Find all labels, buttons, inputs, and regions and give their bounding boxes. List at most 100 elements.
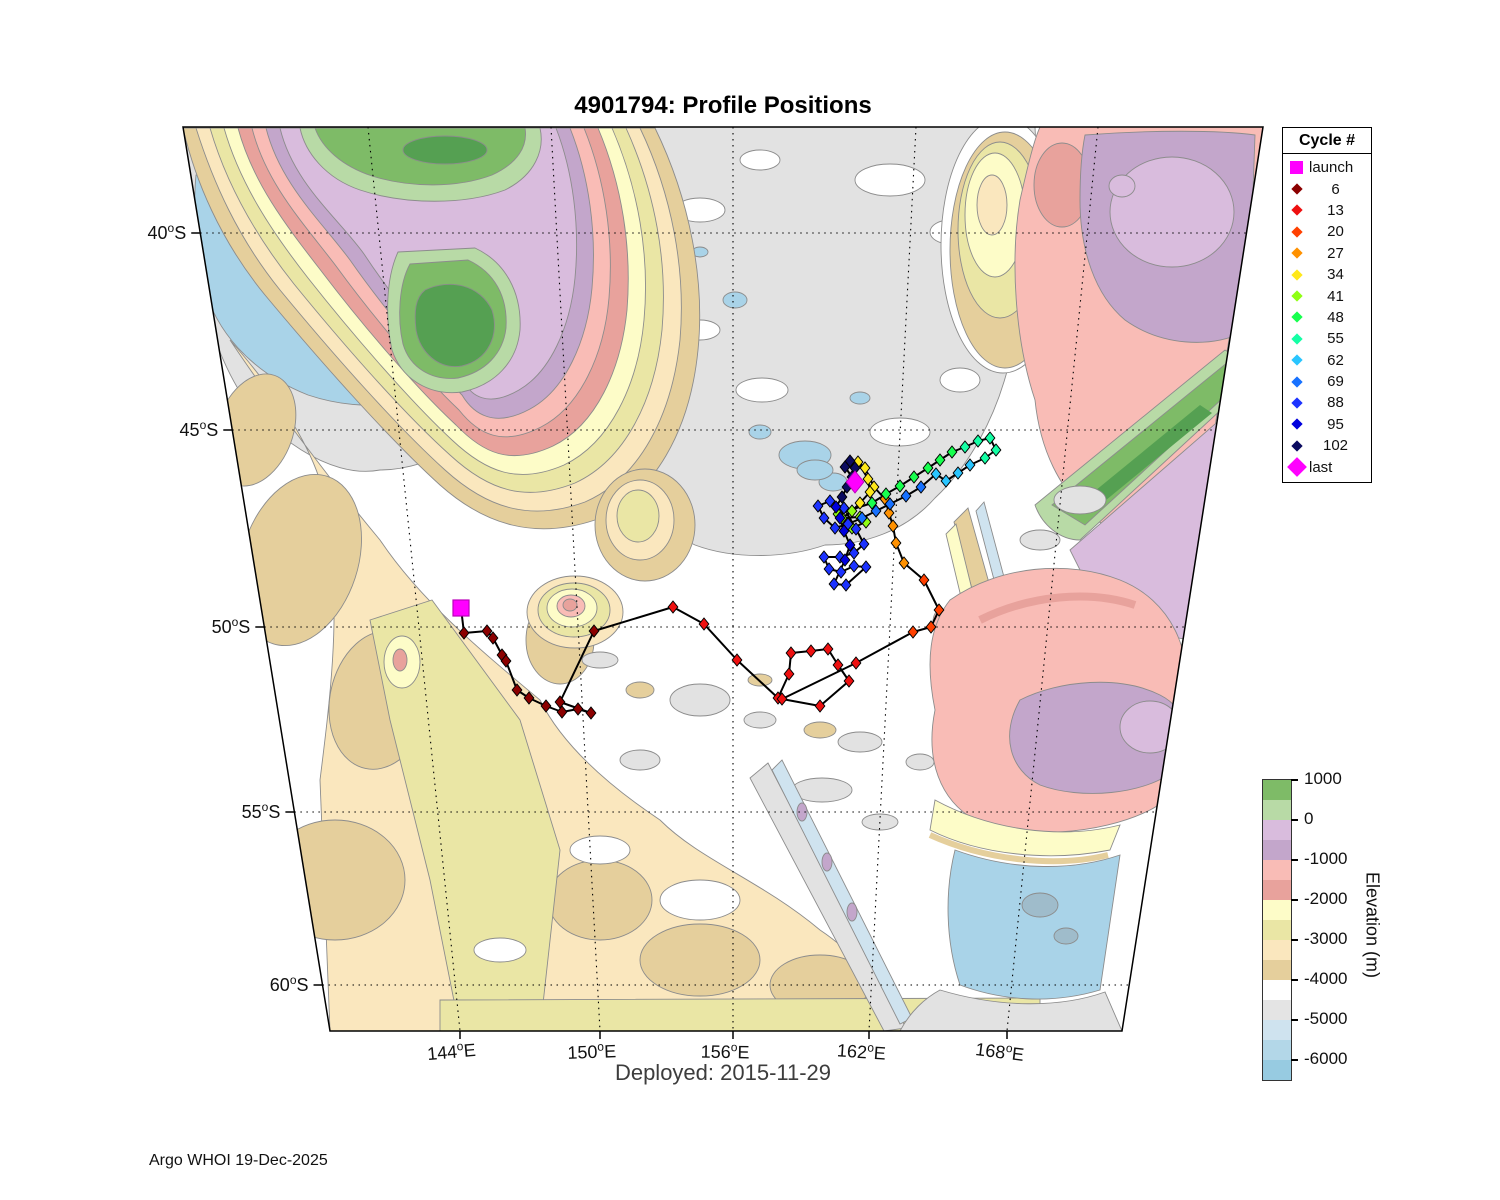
marker-cycles-around-6 (523, 691, 535, 705)
x-tick-label-168E: 168oE (974, 1037, 1025, 1065)
marker-cycles-around-6 (500, 654, 512, 668)
legend-entry-label: 41 (1327, 287, 1344, 305)
marker-cycles-around-88 (860, 560, 872, 574)
launch-square-icon (1288, 159, 1305, 176)
y-tick-label-50S: 50oS (212, 615, 251, 637)
marker-cycles-around-88 (848, 559, 860, 573)
marker-cycles-around-88 (838, 501, 850, 515)
colorbar-gradient (1262, 779, 1292, 1081)
marker-cycles-around-13 (822, 642, 834, 656)
legend-entry-label: 13 (1327, 201, 1344, 219)
marker-cycles-around-48 (894, 479, 906, 493)
marker-cycles-around-69 (884, 497, 896, 511)
marker-cycles-around-6 (572, 702, 584, 716)
mid-gray-patches (1019, 485, 1107, 551)
page-title: 4901794: Profile Positions (574, 92, 872, 119)
marker-cycles-around-13 (698, 617, 710, 631)
legend-entry-label: 88 (1327, 394, 1344, 412)
cycle-diamond-icon (1288, 309, 1305, 326)
y-tick-label-40S: 40oS (148, 221, 187, 243)
x-tick-label-150E: 150oE (567, 1039, 616, 1063)
marker-cycles-around-62 (930, 467, 942, 481)
marker-cycles-around-48 (934, 453, 946, 467)
y-tick-label-60S: 60oS (270, 973, 309, 995)
marker-cycles-around-27 (883, 506, 895, 520)
x-tick-label-162E: 162oE (836, 1038, 886, 1063)
legend-entry-label: 69 (1327, 373, 1344, 391)
marker-cycles-around-13 (776, 692, 788, 706)
marker-cycles-around-95 (838, 524, 850, 538)
cycle-diamond-icon (1288, 266, 1305, 283)
southeast-basin-gray (899, 989, 1123, 1031)
marker-cycles-around-13 (731, 653, 743, 667)
macquarie-trench-band (749, 759, 913, 1031)
marker-cycles-around-88 (812, 499, 824, 513)
colorbar-tick--1000: -1000 (1304, 849, 1348, 868)
legend-entry-label: 20 (1327, 223, 1344, 241)
marker-cycles-around-6 (588, 624, 600, 638)
marker-launch (452, 599, 470, 617)
central-gray-specks (581, 651, 935, 831)
marker-cycles-around-102 (844, 454, 856, 468)
marker-cycles-around-34 (864, 485, 876, 499)
marker-cycles-around-62 (964, 458, 976, 472)
marker-cycles-around-13 (805, 644, 817, 658)
legend-entry-label: last (1309, 458, 1333, 476)
marker-cycles-around-88 (850, 522, 862, 536)
elevation-colorbar: 1000 0 -1000 -2000 -3000 -4000 -5000 -6000 (1262, 769, 1392, 1081)
marker-cycles-around-6 (487, 631, 499, 645)
legend-entry-55: 55 (1283, 328, 1371, 349)
marker-cycles-around-6 (481, 624, 493, 638)
legend-entry-27: 27 (1283, 243, 1371, 264)
marker-cycles-around-69 (856, 511, 868, 525)
marker-cycles-around-27 (887, 519, 899, 533)
legend-entry-88: 88 (1283, 392, 1371, 413)
marker-cycles-around-48 (866, 496, 878, 510)
bathymetry-contours (183, 127, 1263, 1031)
cycle-diamond-icon (1288, 352, 1305, 369)
marker-cycles-around-13 (843, 674, 855, 688)
marker-cycles-around-55 (972, 434, 984, 448)
marker-cycles-around-69 (870, 504, 882, 518)
legend-entry-62: 62 (1283, 350, 1371, 371)
marker-cycles-around-55 (984, 431, 996, 445)
marker-cycles-around-88 (858, 537, 870, 551)
colorbar-tick--5000: -5000 (1304, 1009, 1348, 1028)
marker-cycles-around-88 (828, 577, 840, 591)
marker-cycles-around-34 (862, 472, 874, 486)
legend-entry-20: 20 (1283, 221, 1371, 242)
marker-cycles-around-55 (990, 443, 1002, 457)
cycle-diamond-icon (1288, 330, 1305, 347)
marker-cycles-around-6 (458, 626, 470, 640)
marker-cycles-around-13 (783, 667, 795, 681)
marker-cycles-around-13 (785, 646, 797, 660)
x-axis-ticks: 144oE 150oE 156oE 162oE 168oE (426, 1031, 1025, 1065)
deployed-caption: Deployed: 2015-11-29 (614, 1060, 832, 1085)
marker-cycles-around-41 (846, 504, 858, 518)
legend-title: Cycle # (1283, 128, 1371, 154)
cascade-seamount-rings (526, 575, 624, 649)
basin-blue-patches (691, 246, 871, 492)
marker-cycles-around-69 (900, 489, 912, 503)
marker-cycles-around-6 (554, 695, 566, 709)
cycle-diamond-icon (1288, 416, 1305, 433)
marker-cycles-around-88 (829, 521, 841, 535)
marker-cycles-around-6 (540, 699, 552, 713)
legend-entry-6: 6 (1283, 178, 1371, 199)
cycle-diamond-icon (1288, 437, 1305, 454)
marker-cycles-around-55 (979, 451, 991, 465)
marker-cycles-around-20 (933, 603, 945, 617)
graticule (200, 126, 1247, 1032)
marker-cycles-around-13 (814, 699, 826, 713)
marker-cycles-around-48 (922, 461, 934, 475)
cycle-diamond-icon (1288, 245, 1305, 262)
rise-ring-rose (392, 648, 408, 672)
y-tick-label-55S: 55oS (242, 800, 281, 822)
y-tick-label-45S: 45oS (180, 418, 219, 440)
marker-cycles-around-20 (925, 620, 937, 634)
marker-cycles-around-34 (854, 496, 866, 510)
tasmania-highland (414, 283, 495, 367)
legend-entry-label: 6 (1331, 180, 1340, 198)
legend-entry-label: 48 (1327, 308, 1344, 326)
